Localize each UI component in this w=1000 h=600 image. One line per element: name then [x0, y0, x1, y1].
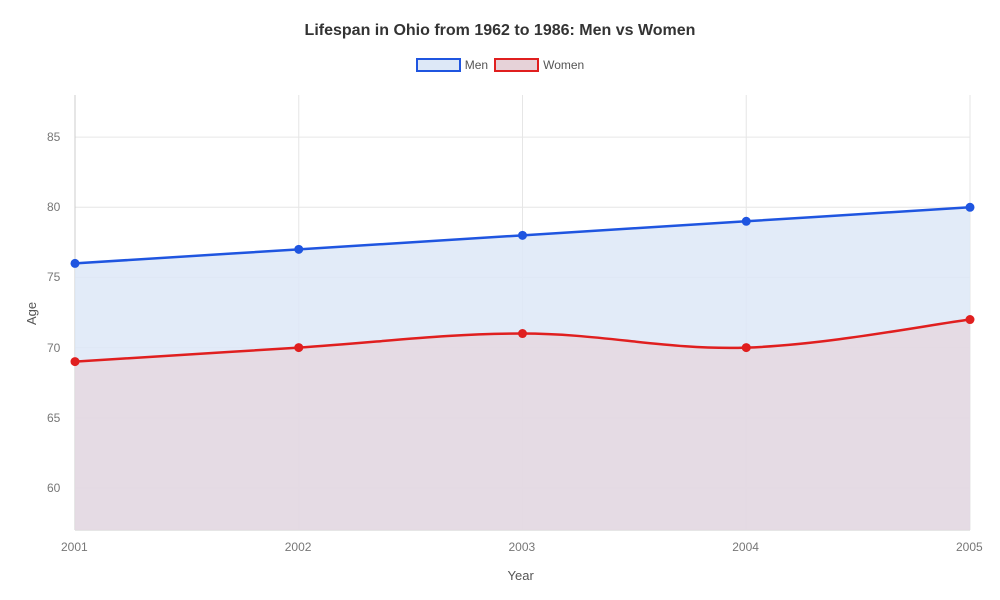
data-point [71, 259, 79, 267]
data-point [742, 217, 750, 225]
chart-plot [0, 0, 1000, 600]
x-tick-label: 2004 [732, 540, 759, 554]
y-tick-label: 85 [47, 130, 60, 144]
x-tick-label: 2005 [956, 540, 983, 554]
y-axis-label: Age [24, 301, 39, 324]
data-point [519, 330, 527, 338]
y-tick-label: 60 [47, 481, 60, 495]
data-point [295, 344, 303, 352]
x-axis-label: Year [508, 568, 534, 583]
data-point [519, 231, 527, 239]
data-point [966, 316, 974, 324]
x-tick-label: 2001 [61, 540, 88, 554]
y-tick-label: 80 [47, 200, 60, 214]
data-point [71, 358, 79, 366]
data-point [742, 344, 750, 352]
data-point [295, 245, 303, 253]
chart-container: Lifespan in Ohio from 1962 to 1986: Men … [0, 0, 1000, 600]
y-tick-label: 75 [47, 270, 60, 284]
y-tick-label: 65 [47, 411, 60, 425]
x-tick-label: 2003 [509, 540, 536, 554]
x-tick-label: 2002 [285, 540, 312, 554]
data-point [966, 203, 974, 211]
y-tick-label: 70 [47, 341, 60, 355]
